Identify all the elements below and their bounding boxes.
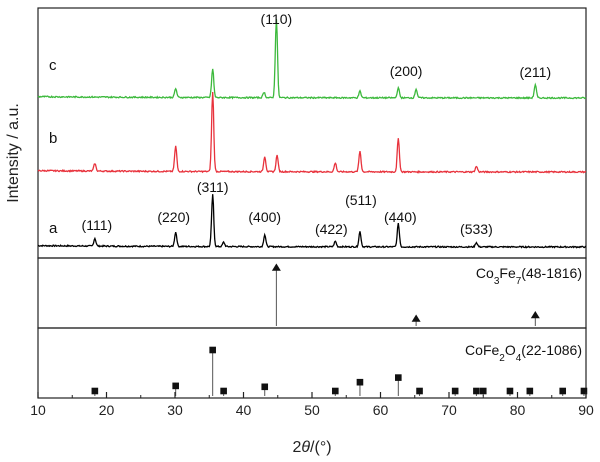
peak-label-a-3: (400) (248, 209, 281, 225)
ref-marker-1-14 (559, 387, 567, 395)
ref-marker-0-1 (411, 314, 421, 322)
ref-label-1: CoFe2O4(22-1086) (465, 342, 582, 364)
peak-label-a-4: (422) (315, 221, 348, 237)
peak-label-a-2: (311) (197, 179, 229, 195)
peak-label-a-0: (111) (82, 217, 113, 233)
curve-a (37, 194, 587, 249)
x-tick-label-2: 30 (167, 402, 183, 418)
panel-frames (37, 7, 587, 399)
ref-marker-1-5 (331, 387, 339, 395)
x-tick-label-5: 60 (373, 402, 389, 418)
curves (37, 18, 587, 249)
x-tick-label-7: 80 (510, 402, 526, 418)
ref-marker-1-3 (220, 387, 227, 395)
ref-marker-1-15 (580, 387, 588, 395)
peak-labels: (111) (220) (311) (400) (422) (511) (440) (533)… (82, 11, 552, 237)
curve-c (37, 18, 587, 100)
peak-label-a-1: (220) (157, 209, 190, 225)
reference-labels: Co3Fe7(48-1816) CoFe2O4(22-1086) (465, 265, 582, 364)
peak-label-c-1: (200) (390, 63, 423, 79)
x-axis-ticks: 10 20 30 40 50 60 70 80 90 (30, 392, 594, 418)
ref-marker-1-12 (506, 387, 514, 395)
ref-marker-1-7 (395, 374, 402, 381)
x-tick-label-3: 40 (236, 402, 252, 418)
x-tick-label-0: 10 (30, 402, 46, 418)
x-tick-label-4: 50 (304, 402, 320, 418)
x-tick-label-8: 90 (578, 402, 594, 418)
ref-marker-1-13 (526, 387, 534, 395)
ref-marker-0-2 (530, 311, 540, 319)
x-tick-label-6: 70 (441, 402, 457, 418)
peak-label-a-7: (533) (460, 221, 493, 237)
curve-label-b: b (49, 130, 57, 147)
curve-labels: a b c (49, 57, 58, 237)
curve-label-c: c (49, 57, 57, 74)
ref-marker-1-2 (209, 346, 216, 354)
ref-marker-0-0 (271, 263, 281, 271)
peak-label-a-6: (440) (384, 209, 417, 225)
ref-marker-1-11 (479, 387, 487, 395)
ref-label-0: Co3Fe7(48-1816) (476, 265, 582, 287)
reference-lines (91, 263, 588, 396)
peak-label-c-0: (110) (261, 11, 293, 27)
curve-b (37, 91, 587, 174)
peak-label-a-5: (511) (345, 192, 377, 208)
ref-marker-1-8 (416, 387, 423, 395)
ref-marker-1-4 (261, 383, 269, 391)
ref-marker-1-6 (356, 378, 364, 386)
x-axis-title: 2θ/(°) (292, 439, 331, 456)
ref-marker-1-10 (473, 387, 480, 395)
y-axis-title: Intensity / a.u. (5, 103, 22, 203)
peak-label-c-2: (211) (519, 64, 551, 80)
x-tick-label-1: 20 (99, 402, 115, 418)
ref-marker-1-0 (91, 387, 99, 395)
curve-label-a: a (49, 220, 58, 237)
main-panel-frame (37, 7, 587, 259)
ref-marker-1-9 (451, 387, 459, 395)
ref-marker-1-1 (172, 382, 179, 390)
